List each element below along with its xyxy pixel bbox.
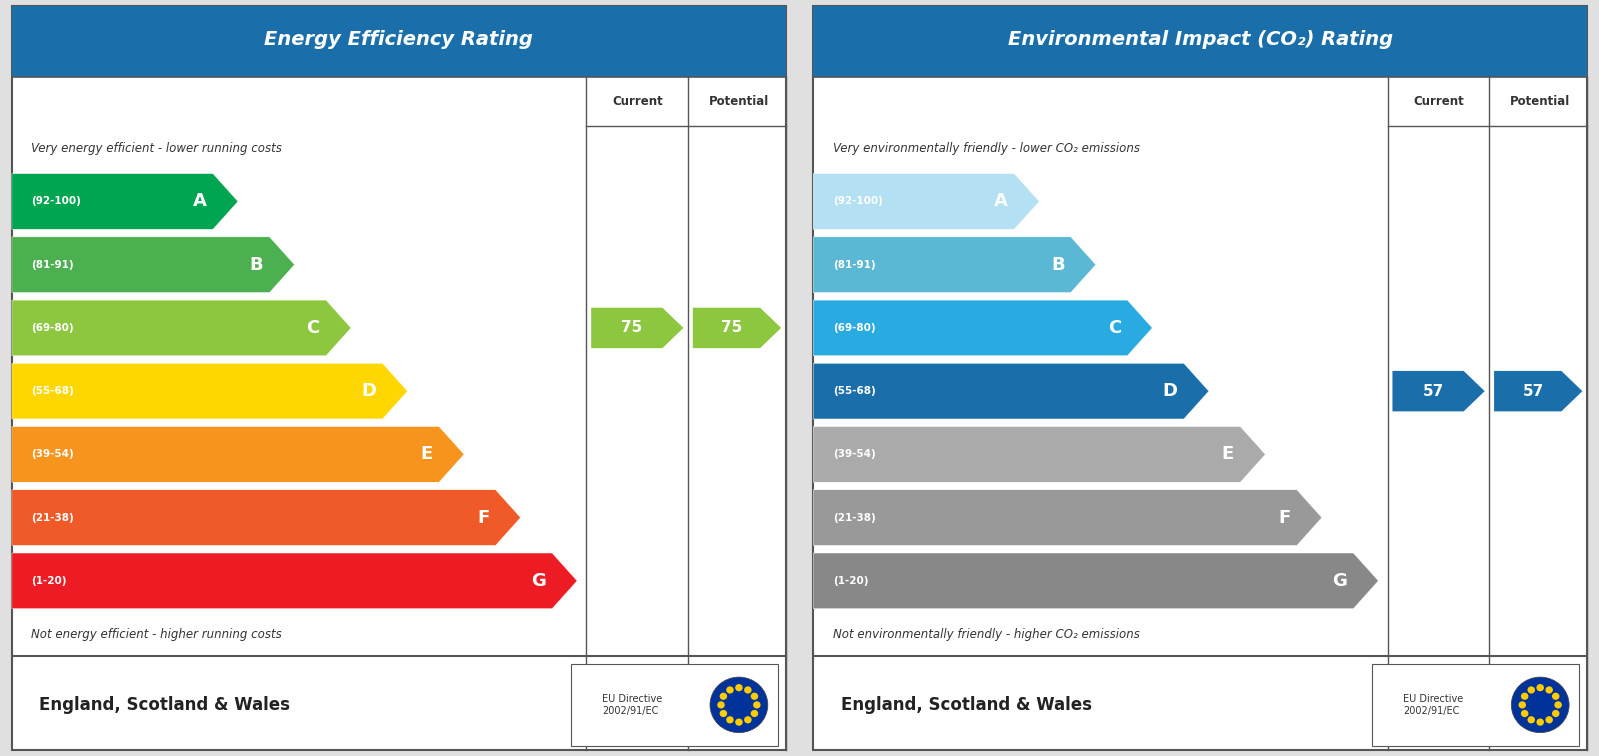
Text: (69-80): (69-80) — [833, 323, 875, 333]
Polygon shape — [1493, 371, 1583, 411]
Text: 75: 75 — [721, 321, 742, 336]
FancyBboxPatch shape — [11, 6, 785, 750]
Text: Not energy efficient - higher running costs: Not energy efficient - higher running co… — [32, 627, 281, 641]
Circle shape — [1537, 684, 1545, 691]
Text: (39-54): (39-54) — [833, 449, 876, 460]
Text: Environmental Impact (CO₂) Rating: Environmental Impact (CO₂) Rating — [1007, 30, 1393, 49]
Text: Very environmentally friendly - lower CO₂ emissions: Very environmentally friendly - lower CO… — [833, 141, 1140, 154]
Text: EU Directive
2002/91/EC: EU Directive 2002/91/EC — [603, 694, 662, 716]
Text: F: F — [477, 509, 489, 527]
Text: England, Scotland & Wales: England, Scotland & Wales — [40, 696, 291, 714]
FancyBboxPatch shape — [1372, 664, 1580, 746]
Text: (21-38): (21-38) — [833, 513, 876, 522]
Polygon shape — [11, 237, 294, 293]
Text: B: B — [249, 256, 264, 274]
Text: (69-80): (69-80) — [32, 323, 74, 333]
Circle shape — [1519, 702, 1525, 708]
Circle shape — [726, 716, 734, 723]
Circle shape — [750, 692, 758, 700]
Text: (55-68): (55-68) — [833, 386, 876, 396]
Circle shape — [710, 677, 768, 733]
Circle shape — [744, 686, 752, 693]
FancyBboxPatch shape — [814, 6, 1588, 750]
Text: Potential: Potential — [1509, 95, 1570, 108]
Circle shape — [753, 702, 761, 708]
Circle shape — [1545, 686, 1553, 693]
Circle shape — [736, 718, 742, 726]
Text: (81-91): (81-91) — [32, 260, 74, 270]
Text: (92-100): (92-100) — [32, 197, 82, 206]
Circle shape — [744, 716, 752, 723]
Text: Not environmentally friendly - higher CO₂ emissions: Not environmentally friendly - higher CO… — [833, 627, 1140, 641]
Circle shape — [718, 702, 724, 708]
Polygon shape — [692, 308, 782, 349]
Text: E: E — [1222, 445, 1234, 463]
Circle shape — [1521, 692, 1529, 700]
Circle shape — [720, 692, 728, 700]
Circle shape — [1521, 710, 1529, 717]
Text: G: G — [1332, 572, 1346, 590]
Text: A: A — [995, 193, 1007, 210]
Polygon shape — [592, 308, 683, 349]
Text: 57: 57 — [1423, 383, 1444, 398]
Polygon shape — [814, 237, 1095, 293]
Circle shape — [1553, 710, 1559, 717]
Circle shape — [736, 684, 742, 691]
Polygon shape — [814, 300, 1153, 356]
Text: B: B — [1051, 256, 1065, 274]
Text: (92-100): (92-100) — [833, 197, 883, 206]
Text: (21-38): (21-38) — [32, 513, 74, 522]
Text: (1-20): (1-20) — [833, 576, 868, 586]
Circle shape — [1553, 692, 1559, 700]
Text: A: A — [193, 193, 206, 210]
Text: EU Directive
2002/91/EC: EU Directive 2002/91/EC — [1404, 694, 1463, 716]
Circle shape — [1511, 677, 1569, 733]
Text: C: C — [307, 319, 320, 337]
Text: Very energy efficient - lower running costs: Very energy efficient - lower running co… — [32, 141, 283, 154]
Text: C: C — [1108, 319, 1121, 337]
Text: England, Scotland & Wales: England, Scotland & Wales — [841, 696, 1092, 714]
Text: (55-68): (55-68) — [32, 386, 74, 396]
Polygon shape — [814, 553, 1378, 609]
Text: Energy Efficiency Rating: Energy Efficiency Rating — [264, 30, 534, 49]
Polygon shape — [11, 364, 408, 419]
Circle shape — [1554, 702, 1562, 708]
Circle shape — [750, 710, 758, 717]
Polygon shape — [11, 174, 238, 229]
Polygon shape — [814, 364, 1209, 419]
Text: Current: Current — [612, 95, 662, 108]
Text: (1-20): (1-20) — [32, 576, 67, 586]
Circle shape — [720, 710, 728, 717]
Circle shape — [726, 686, 734, 693]
Text: F: F — [1278, 509, 1290, 527]
FancyBboxPatch shape — [11, 6, 785, 77]
Polygon shape — [11, 426, 464, 482]
FancyBboxPatch shape — [571, 664, 779, 746]
Text: D: D — [361, 382, 376, 400]
Text: E: E — [421, 445, 433, 463]
FancyBboxPatch shape — [814, 6, 1588, 77]
Text: (39-54): (39-54) — [32, 449, 74, 460]
Polygon shape — [1393, 371, 1485, 411]
Circle shape — [1545, 716, 1553, 723]
Text: G: G — [531, 572, 545, 590]
Text: 75: 75 — [622, 321, 643, 336]
Circle shape — [1537, 718, 1545, 726]
Text: Potential: Potential — [708, 95, 769, 108]
Text: 57: 57 — [1522, 383, 1543, 398]
Circle shape — [1527, 686, 1535, 693]
Text: Current: Current — [1414, 95, 1465, 108]
Polygon shape — [11, 490, 521, 545]
Polygon shape — [11, 553, 577, 609]
Polygon shape — [814, 174, 1039, 229]
Text: D: D — [1162, 382, 1177, 400]
Polygon shape — [814, 426, 1265, 482]
Polygon shape — [814, 490, 1322, 545]
Polygon shape — [11, 300, 352, 356]
Text: (81-91): (81-91) — [833, 260, 875, 270]
Circle shape — [1527, 716, 1535, 723]
